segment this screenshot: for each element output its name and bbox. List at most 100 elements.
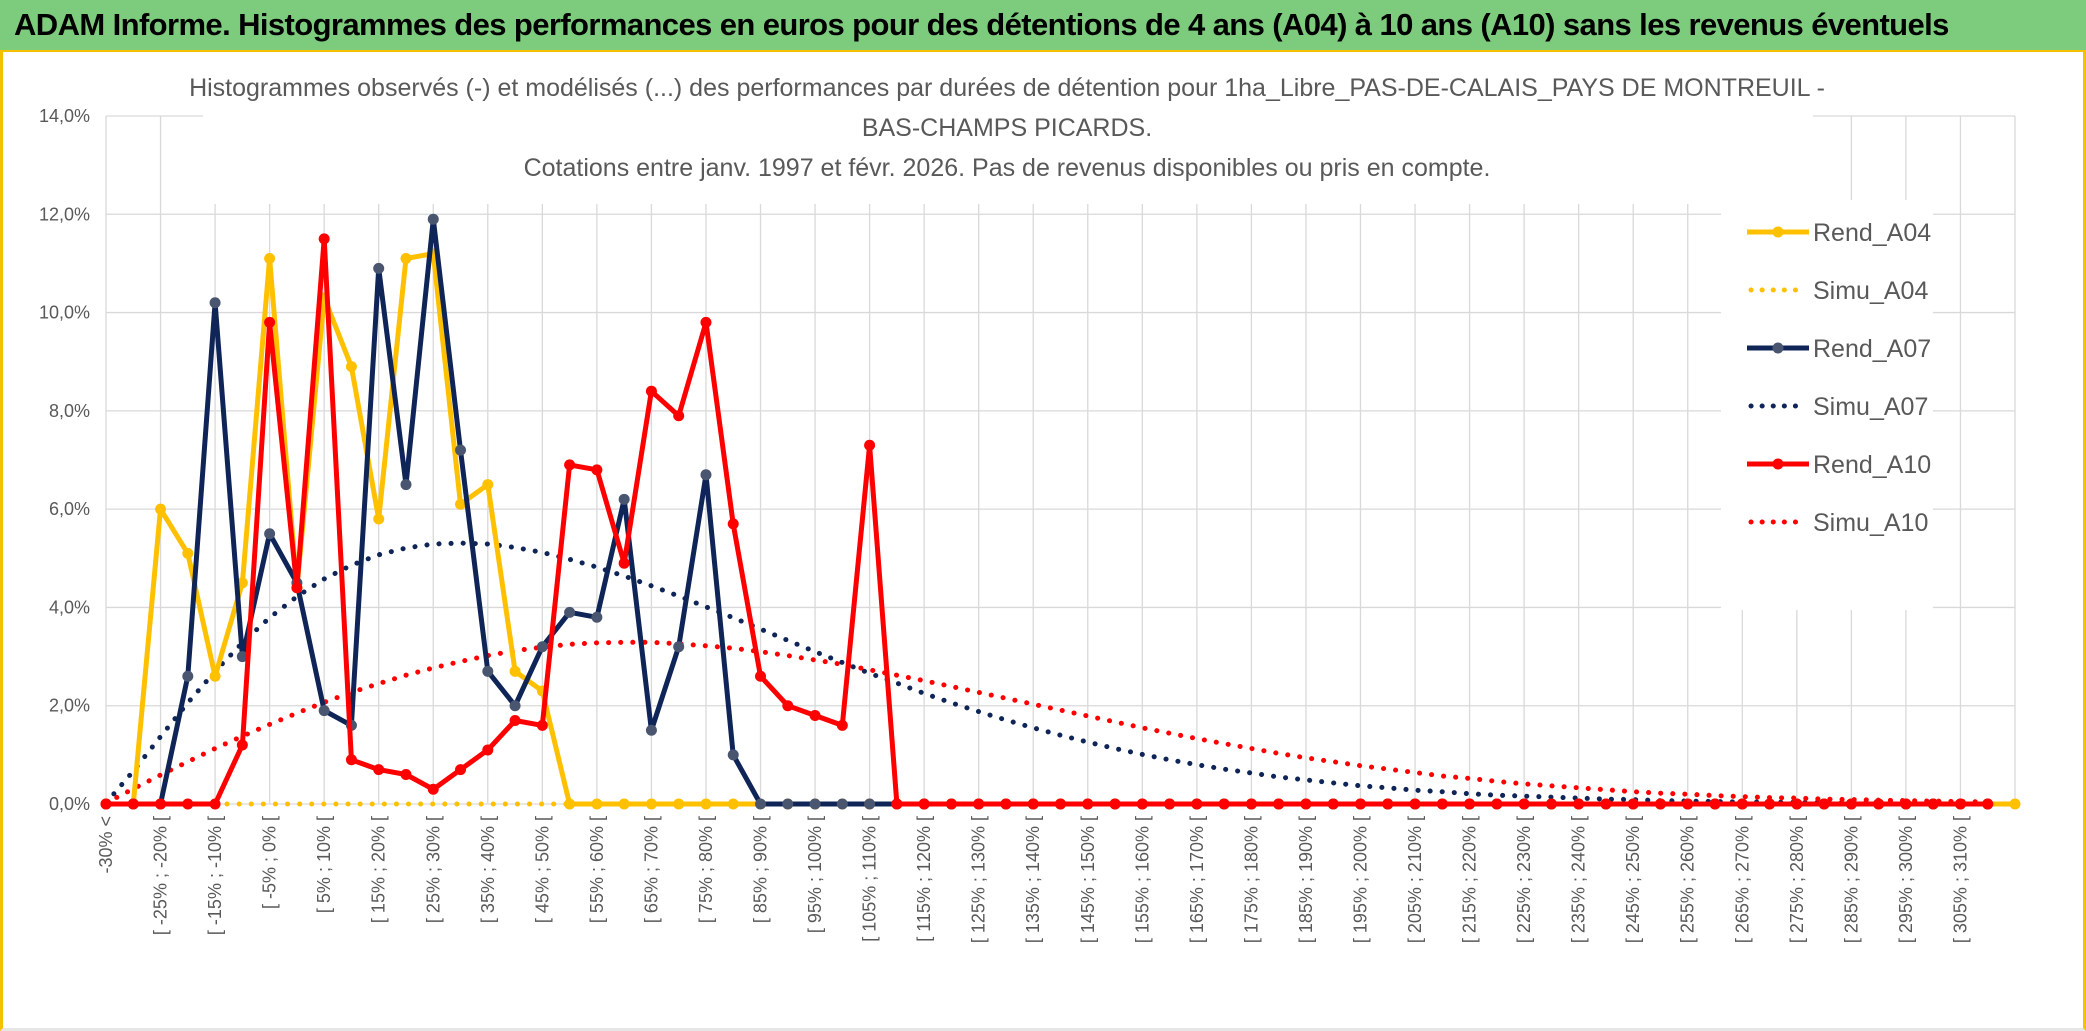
data-point-rend-a10: [1164, 798, 1176, 810]
data-point-rend-a04: [400, 253, 412, 265]
data-point-rend-a04: [645, 798, 657, 810]
y-tick-label: 2,0%: [49, 696, 90, 716]
x-tick-label: [ 55% ; 60% [: [587, 816, 607, 923]
series-line-rend-a07: [106, 216, 1988, 807]
data-point-rend-a10: [618, 557, 630, 569]
data-point-rend-a07: [673, 641, 685, 653]
x-tick-label: [ 155% ; 160% [: [1132, 816, 1152, 943]
data-point-rend-a04: [209, 670, 221, 682]
data-point-rend-a10: [673, 410, 685, 422]
legend: Rend_A04 Simu_A04 Rend_A07 Simu_A07 Rend_A10…: [1721, 200, 1933, 610]
x-tick-label: [ 245% ; 250% [: [1623, 816, 1643, 943]
data-point-rend-a10: [1709, 798, 1721, 810]
data-point-rend-a10: [1845, 798, 1857, 810]
data-point-rend-a10: [1245, 798, 1257, 810]
data-point-rend-a10: [1082, 798, 1094, 810]
data-point-rend-a10: [973, 798, 985, 810]
data-point-rend-a10: [155, 798, 167, 810]
data-point-rend-a07: [755, 798, 767, 810]
data-point-rend-a07: [564, 606, 576, 618]
data-point-rend-a10: [1791, 798, 1803, 810]
data-point-rend-a10: [1409, 798, 1421, 810]
data-point-rend-a04: [591, 798, 603, 810]
x-tick-label: [ 5% ; 10% [: [314, 816, 334, 913]
x-tick-label: [ 175% ; 180% [: [1241, 816, 1261, 943]
legend-label-rend-a04: Rend_A04: [1813, 219, 1931, 247]
data-point-rend-a10: [1300, 798, 1312, 810]
data-point-rend-a10: [1327, 798, 1339, 810]
data-point-rend-a10: [645, 385, 657, 397]
data-point-rend-a10: [1982, 798, 1994, 810]
data-point-rend-a04: [155, 503, 167, 515]
data-point-rend-a10: [1191, 798, 1203, 810]
data-point-rend-a10: [1055, 798, 1066, 810]
data-point-rend-a04: [509, 665, 521, 677]
data-point-rend-a10: [1436, 798, 1448, 810]
data-point-rend-a04: [700, 798, 712, 810]
y-tick-label: 6,0%: [49, 499, 90, 519]
y-tick-label: 4,0%: [49, 597, 90, 617]
data-point-rend-a07: [809, 798, 821, 810]
series-layer: [100, 213, 2021, 810]
data-point-rend-a07: [727, 749, 739, 761]
data-point-rend-a07: [591, 611, 603, 623]
data-point-rend-a10: [891, 798, 903, 810]
legend-marker-rend-a07: [1772, 342, 1784, 354]
data-point-rend-a10: [209, 798, 221, 810]
data-point-rend-a04: [264, 253, 276, 265]
data-point-rend-a10: [1954, 798, 1966, 810]
data-point-rend-a07: [509, 700, 521, 712]
data-point-rend-a10: [1600, 798, 1612, 810]
chart-title-line-2: BAS-CHAMPS PICARDS.: [862, 114, 1152, 142]
data-point-rend-a04: [182, 547, 194, 559]
x-tick-label: [ 275% ; 280% [: [1787, 816, 1807, 943]
legend-label-simu-a10: Simu_A10: [1813, 509, 1928, 537]
data-point-rend-a10: [291, 582, 303, 594]
x-tick-label: [ 185% ; 190% [: [1296, 816, 1316, 943]
data-point-rend-a04: [2009, 798, 2021, 810]
data-point-rend-a10: [782, 700, 794, 712]
data-point-rend-a10: [345, 754, 357, 766]
series-line-simu-a07: [103, 540, 1991, 806]
data-point-rend-a10: [127, 798, 139, 810]
data-point-rend-a07: [482, 665, 494, 677]
x-tick-label: [ 125% ; 130% [: [969, 816, 989, 943]
y-tick-label: 14,0%: [39, 106, 90, 126]
data-point-rend-a10: [1218, 798, 1230, 810]
data-point-rend-a10: [455, 764, 467, 776]
data-point-rend-a10: [427, 783, 439, 795]
data-point-rend-a07: [264, 528, 276, 540]
y-tick-label: 0,0%: [49, 794, 90, 814]
x-tick-label: [ -25% ; -20% [: [151, 816, 171, 935]
data-point-rend-a10: [591, 464, 603, 476]
data-point-rend-a07: [782, 798, 794, 810]
series-line-rend-a10: [106, 236, 1988, 807]
x-tick-label: [ 205% ; 210% [: [1405, 816, 1425, 943]
x-tick-label: [ 45% ; 50% [: [532, 816, 552, 923]
x-tick-label: [ 235% ; 240% [: [1569, 816, 1589, 943]
legend-label-simu-a04: Simu_A04: [1813, 277, 1928, 305]
x-tick-label: [ 285% ; 290% [: [1841, 816, 1861, 943]
data-point-rend-a10: [727, 518, 739, 530]
data-point-rend-a10: [918, 798, 930, 810]
data-point-rend-a10: [1682, 798, 1694, 810]
legend-label-simu-a07: Simu_A07: [1813, 393, 1928, 421]
data-point-rend-a10: [1518, 798, 1530, 810]
data-point-rend-a10: [1900, 798, 1912, 810]
x-tick-label: [ 75% ; 80% [: [696, 816, 716, 923]
x-tick-label: [ 225% ; 230% [: [1514, 816, 1534, 943]
data-point-rend-a10: [1000, 798, 1012, 810]
data-point-rend-a10: [264, 316, 276, 328]
series-line-simu-a10: [103, 639, 1991, 806]
data-point-rend-a07: [318, 705, 330, 717]
legend-marker-rend-a10: [1772, 458, 1784, 470]
data-point-rend-a10: [836, 719, 848, 731]
data-point-rend-a10: [564, 459, 576, 471]
data-point-rend-a10: [1818, 798, 1830, 810]
data-point-rend-a07: [864, 798, 876, 810]
data-point-rend-a04: [482, 479, 494, 491]
data-point-rend-a04: [236, 577, 248, 589]
data-point-rend-a10: [809, 710, 821, 722]
data-point-rend-a10: [373, 764, 385, 776]
data-point-rend-a10: [100, 798, 112, 810]
